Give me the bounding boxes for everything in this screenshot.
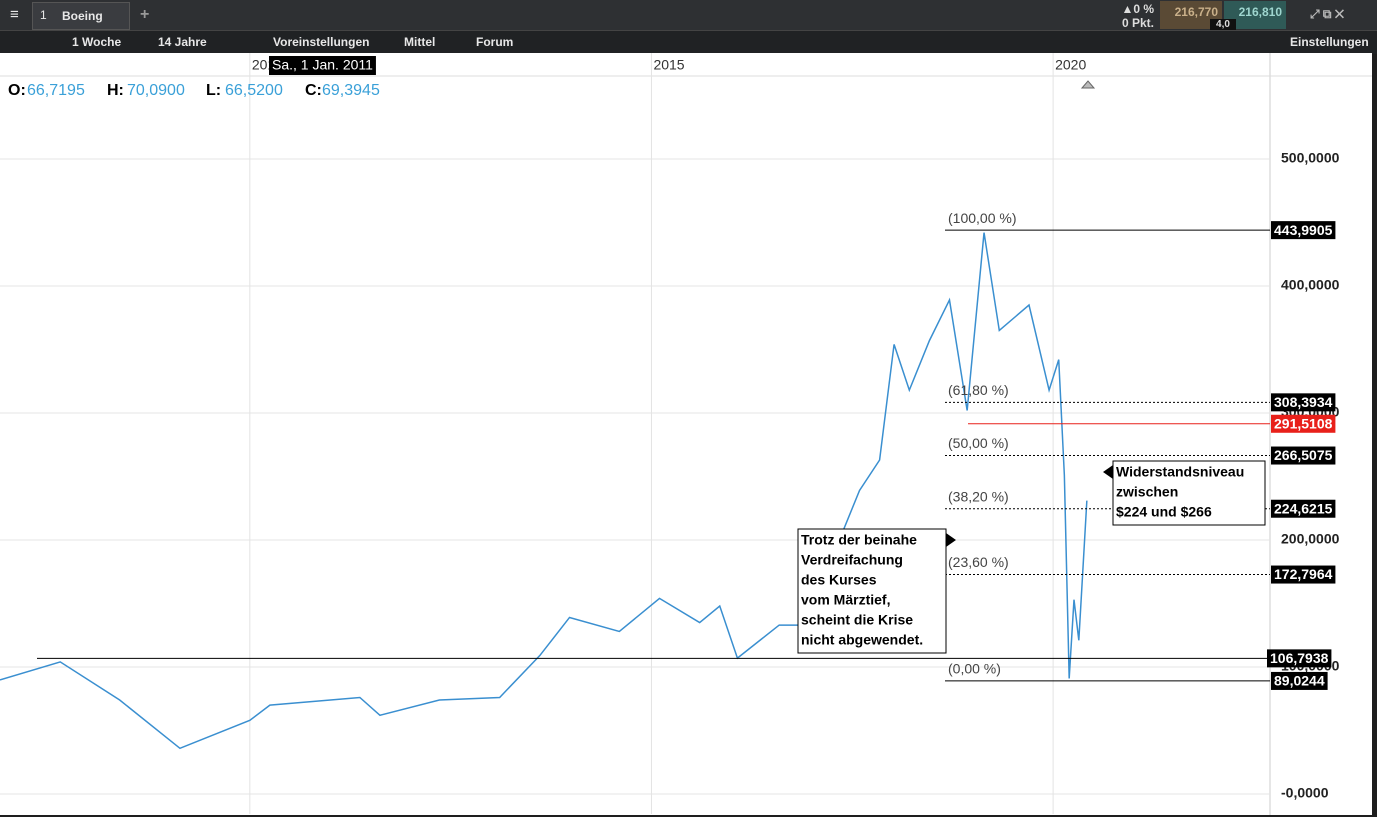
annotation-text: Trotz der beinahe (801, 532, 917, 548)
current-marker (1080, 80, 1096, 89)
fib-percent: (50,00 %) (948, 435, 1009, 451)
fib-percent: (100,00 %) (948, 210, 1016, 226)
annotation-text: nicht abgewendet. (801, 632, 923, 648)
interval[interactable]: 1 Woche (72, 35, 122, 49)
fib-value-label-bg (1271, 671, 1328, 690)
window-controls[interactable]: ⤢ ⧉ ✕ (1310, 7, 1344, 21)
indicator[interactable]: Mittel (404, 35, 436, 49)
annotation-arrow (946, 533, 956, 547)
fib-value-label: 89,0244 (1274, 673, 1325, 689)
add-tab[interactable]: + (140, 6, 150, 23)
annotation-text: $224 und $266 (1116, 504, 1212, 520)
bid[interactable]: 216,770 (1160, 1, 1222, 29)
toolbar: 1 Woche 14 Jahre Voreinstellungen Mittel… (0, 30, 1377, 54)
annotation-text: scheint die Krise (801, 612, 913, 628)
menu-icon[interactable]: ≡ (10, 6, 19, 23)
ohlc-o-label: O: (8, 82, 26, 99)
range[interactable]: 14 Jahre (158, 35, 207, 49)
fib-value-label: 266,5075 (1274, 447, 1333, 463)
fib-percent: (61,80 %) (948, 382, 1009, 398)
fib-value-label-bg (1271, 221, 1336, 240)
annotation-text: Verdreifachung (801, 552, 903, 568)
ohlc-o: 66,7195 (27, 82, 85, 99)
fib-value-label-bg (1271, 446, 1336, 465)
annotation-text: zwischen (1116, 484, 1178, 500)
tab[interactable] (32, 2, 130, 30)
fib-value-label: 172,7964 (1274, 566, 1333, 582)
fib-value-label: 308,3934 (1274, 394, 1333, 410)
y-tick-label: -0,0000 (1281, 785, 1329, 801)
annotation-box (1112, 460, 1266, 526)
hline-value-label-bg (1271, 414, 1336, 433)
y-tick-label: 200,0000 (1281, 531, 1340, 547)
fib-percent: (38,20 %) (948, 488, 1009, 504)
ohlc-l: 66,5200 (225, 82, 283, 99)
annotation-text: Widerstandsniveau (1116, 464, 1244, 480)
settings[interactable]: Einstellungen (1290, 35, 1369, 49)
hline-value-label: 106,7938 (1270, 650, 1329, 666)
x-tick-label: 2015 (653, 57, 684, 73)
annotation-arrow (1103, 465, 1113, 479)
fib-value-label-bg (1271, 393, 1336, 412)
plot-bg (0, 53, 1372, 815)
fib-value-label-bg (1271, 499, 1336, 518)
ohlc-c: 69,3945 (322, 82, 380, 99)
ohlc-l-label: L: (206, 82, 221, 99)
y-tick-label: 400,0000 (1281, 277, 1340, 293)
tab-title[interactable]: Boeing (62, 9, 103, 23)
top-bar: ≡ 1 Boeing + ▲0 % 0 Pkt. 216,770 216,810… (0, 0, 1377, 31)
ohlc-c-label: C: (305, 82, 322, 99)
hline-value-label-bg (1267, 649, 1332, 668)
fib-percent: (23,60 %) (948, 554, 1009, 570)
ohlc-h: 70,0900 (127, 82, 185, 99)
change-pts: 0 Pkt. (1121, 16, 1154, 30)
annotation-text: vom Märztief, (801, 592, 890, 608)
fib-value-label: 224,6215 (1274, 500, 1333, 516)
fib-value-label-bg (1271, 565, 1336, 584)
presets[interactable]: Voreinstellungen (273, 35, 370, 49)
y-tick-label: 500,0000 (1281, 150, 1340, 166)
chart: 201020152020-0,0000100,0000200,0000300,0… (0, 53, 1372, 815)
ohlc-h-label: H: (107, 82, 124, 99)
fib-value-label: 443,9905 (1274, 222, 1333, 238)
fib-percent: (0,00 %) (948, 661, 1001, 677)
tab-number: 1 (40, 8, 47, 22)
annotation-text: des Kurses (801, 572, 877, 588)
forum[interactable]: Forum (476, 35, 514, 49)
spread: 4,0 (1210, 19, 1236, 31)
annotation-box (797, 528, 947, 654)
x-tick-label: 2020 (1055, 57, 1086, 73)
hline-value-label: 291,5108 (1274, 415, 1333, 431)
change-pct: ▲0 % (1121, 2, 1154, 16)
crosshair-label-bg (269, 56, 376, 75)
crosshair-label: Sa., 1 Jan. 2011 (272, 57, 373, 73)
